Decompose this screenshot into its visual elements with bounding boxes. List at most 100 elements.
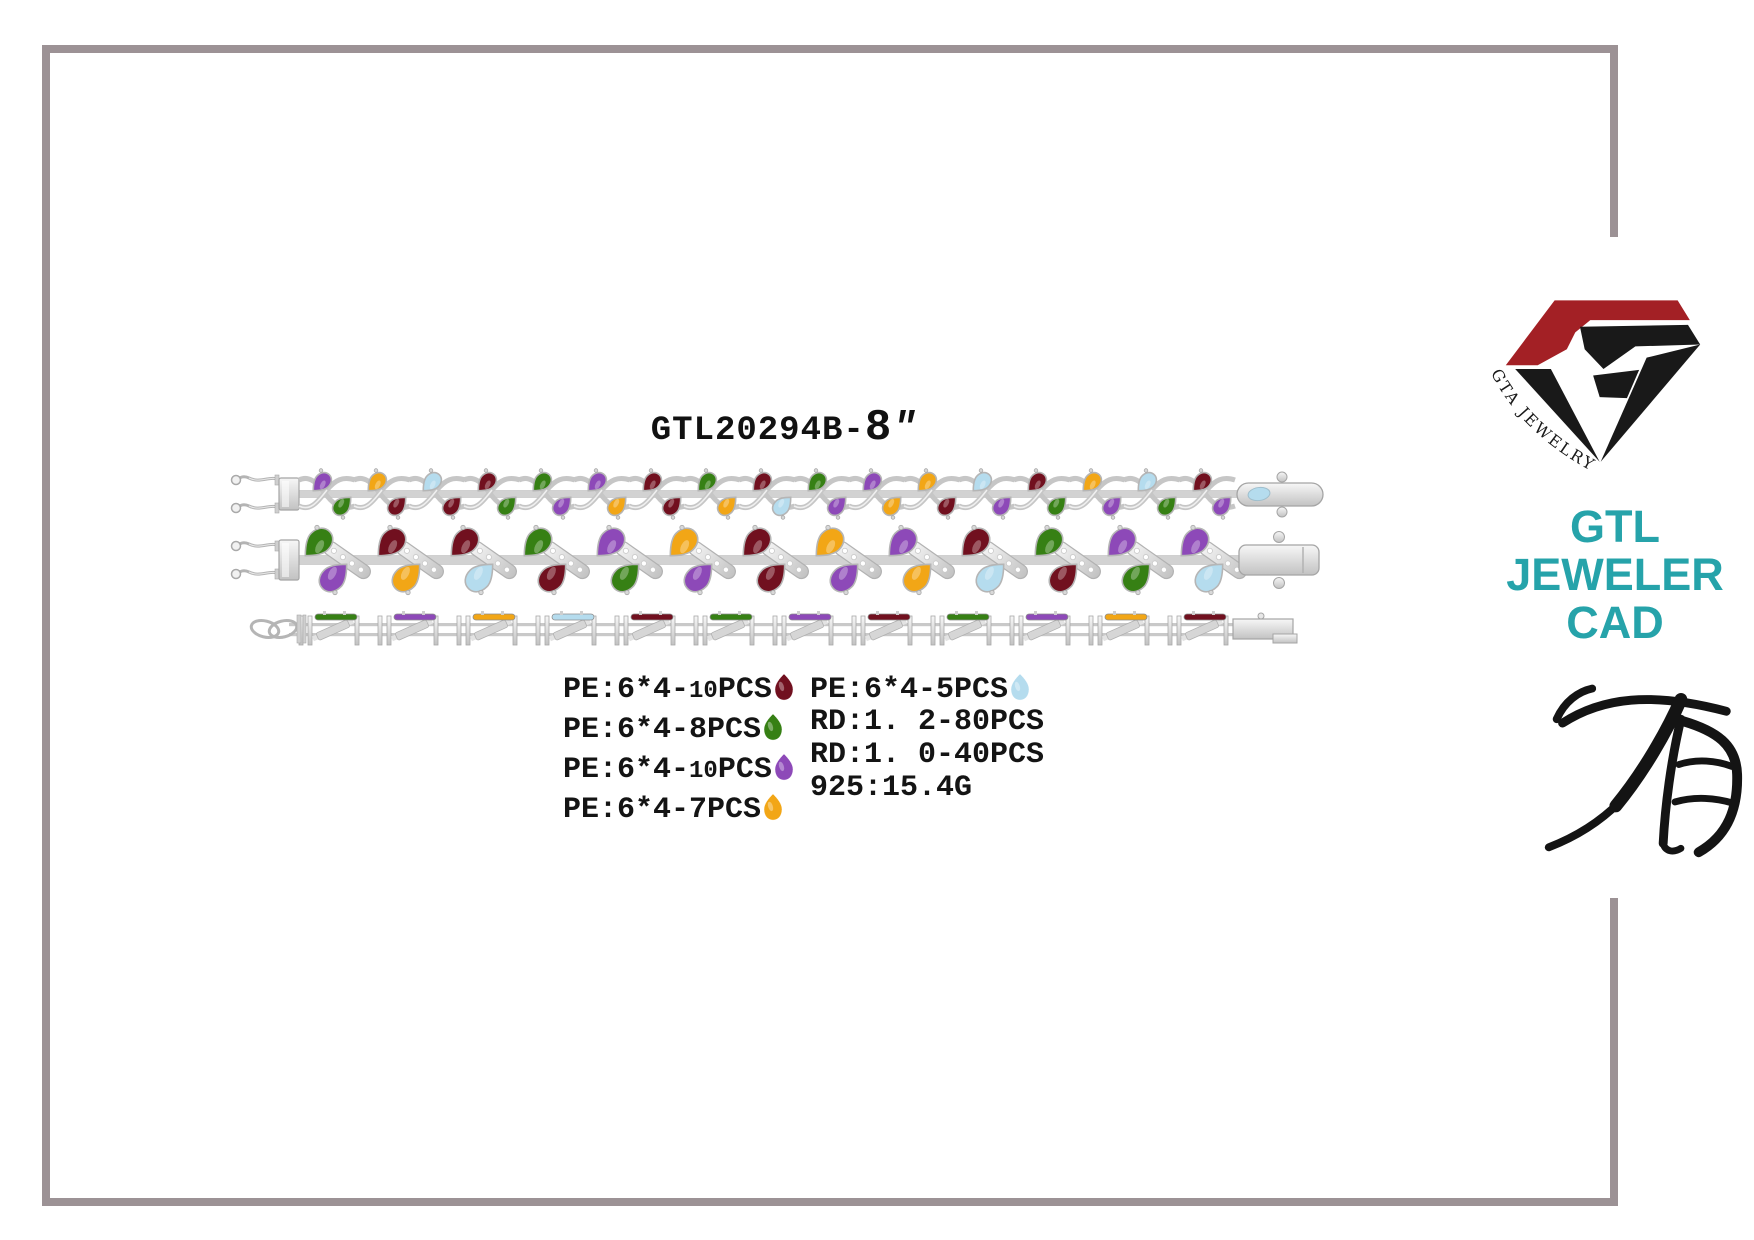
pear-gemstone-garnet <box>742 527 772 557</box>
link-post <box>702 615 708 646</box>
link-post <box>1009 615 1015 646</box>
prong-dot <box>1088 468 1094 473</box>
prong-dot <box>606 524 612 531</box>
design-title: GTL20294B-8″ <box>584 403 984 453</box>
pave-bar <box>542 540 590 580</box>
slant-link-bar <box>311 618 355 642</box>
slant-link-bar <box>390 618 434 642</box>
slant-link-bar <box>1022 618 1066 642</box>
prong-dot <box>395 515 401 520</box>
pear-gemstone-garnet <box>477 471 498 492</box>
spec-text: PE:6*4-7PCS <box>563 793 762 827</box>
logo-g-top-arm <box>1579 324 1701 369</box>
spec-line: PE:6*4-5PCS <box>810 673 1044 707</box>
stone-girdle-peridot <box>314 613 358 621</box>
pear-gemstone-amethyst <box>551 496 572 517</box>
tongue-box-clasp <box>1238 544 1320 576</box>
slant-link-bar <box>864 618 908 642</box>
prong-dot <box>697 589 703 596</box>
pear-gemstone-amethyst <box>1101 496 1122 517</box>
link-post <box>693 615 699 646</box>
pear-gemstone-amethyst <box>1180 527 1210 557</box>
frame-border-top <box>42 45 1618 53</box>
link-post <box>1018 615 1024 646</box>
link-post <box>939 615 945 646</box>
link-post <box>1144 615 1150 646</box>
bracelet-top-view <box>230 468 1324 520</box>
prong-dot <box>648 468 654 473</box>
prong-dot <box>1055 515 1061 520</box>
slant-link-bar <box>469 618 513 642</box>
pear-gemstone-citrine <box>902 563 932 593</box>
pave-bar <box>980 540 1028 580</box>
prong-dot <box>1165 515 1171 520</box>
gtl-logo-icon: GTA JEWELRY <box>1487 300 1701 475</box>
prong-dot <box>679 524 685 531</box>
slant-link-bar <box>943 618 987 642</box>
link-post <box>377 615 383 646</box>
pear-gemstone-peridot <box>496 496 517 517</box>
wire-end-loop <box>230 474 242 486</box>
pear-gemstone-amethyst <box>862 471 883 492</box>
pear-gemstone-citrine <box>669 527 699 557</box>
spec-text: PE:6*4- <box>563 673 690 707</box>
brand-wordmark: GTL JEWELER CAD <box>1495 503 1735 647</box>
link-post <box>465 615 471 646</box>
pear-gemstone-garnet <box>537 563 567 593</box>
prong-dot <box>1044 524 1050 531</box>
prong-dot <box>551 589 557 596</box>
slant-link-bar <box>627 618 671 642</box>
stone-girdle-aquamarine <box>551 613 595 621</box>
prong-dot <box>923 468 929 473</box>
prong-dot <box>387 524 393 531</box>
pear-gemstone-garnet <box>1048 563 1078 593</box>
pear-gemstone-garnet <box>1192 471 1213 492</box>
pear-gemstone-amethyst <box>587 471 608 492</box>
link-post <box>512 615 518 646</box>
pear-gemstone-garnet <box>936 496 957 517</box>
prong-dot <box>314 524 320 531</box>
design-code: GTL20294B- <box>650 412 865 450</box>
link-post <box>772 615 778 646</box>
link-post <box>456 615 462 646</box>
gem-drop-icon-garnet <box>774 673 794 701</box>
clasp-knob <box>1273 577 1285 589</box>
stone-girdle-amethyst <box>1025 613 1069 621</box>
spec-line: PE:6*4-8PCS <box>563 710 795 750</box>
stone-girdle-peridot <box>946 613 990 621</box>
link-post <box>1176 615 1182 646</box>
pear-gemstone-peridot <box>532 471 553 492</box>
prong-dot <box>898 524 904 531</box>
spec-text: PE:6*4- <box>563 753 690 787</box>
spec-list-right: PE:6*4-5PCS RD:1. 2-80PCS RD:1. 0-40PCS 925… <box>810 673 1044 805</box>
pear-gemstone-aquamarine <box>972 471 993 492</box>
design-size: 8 <box>864 403 893 453</box>
calligraphy-seal-icon <box>1544 684 1743 858</box>
spec-line: 925:15.4G <box>810 772 1044 805</box>
stone-girdle-amethyst <box>788 613 832 621</box>
logo-red-facet <box>1505 300 1690 366</box>
stone-girdle-garnet <box>867 613 911 621</box>
frame-border-right-upper <box>1610 45 1618 237</box>
link-post <box>354 615 360 646</box>
logo-g-hook-bar <box>1593 369 1640 399</box>
prong-dot <box>1208 589 1214 596</box>
prong-dot <box>1117 524 1123 531</box>
pear-gemstone-peridot <box>304 527 334 557</box>
slant-link-bar <box>785 618 829 642</box>
link-post <box>1065 615 1071 646</box>
pear-gemstone-aquamarine <box>422 471 443 492</box>
wire-end-loop <box>230 502 242 514</box>
link-post <box>386 615 392 646</box>
link-post <box>535 615 541 646</box>
link-post <box>860 615 866 646</box>
pear-gemstone-peridot <box>523 527 553 557</box>
frame-border-left <box>42 45 50 1206</box>
clasp-knob <box>1276 471 1288 483</box>
pave-bar <box>834 540 882 580</box>
pear-gemstone-citrine <box>716 496 737 517</box>
prong-dot <box>971 524 977 531</box>
pear-gemstone-peridot <box>610 563 640 593</box>
gem-drop-icon-aquamarine <box>1010 673 1030 701</box>
pear-gemstone-garnet <box>661 496 682 517</box>
